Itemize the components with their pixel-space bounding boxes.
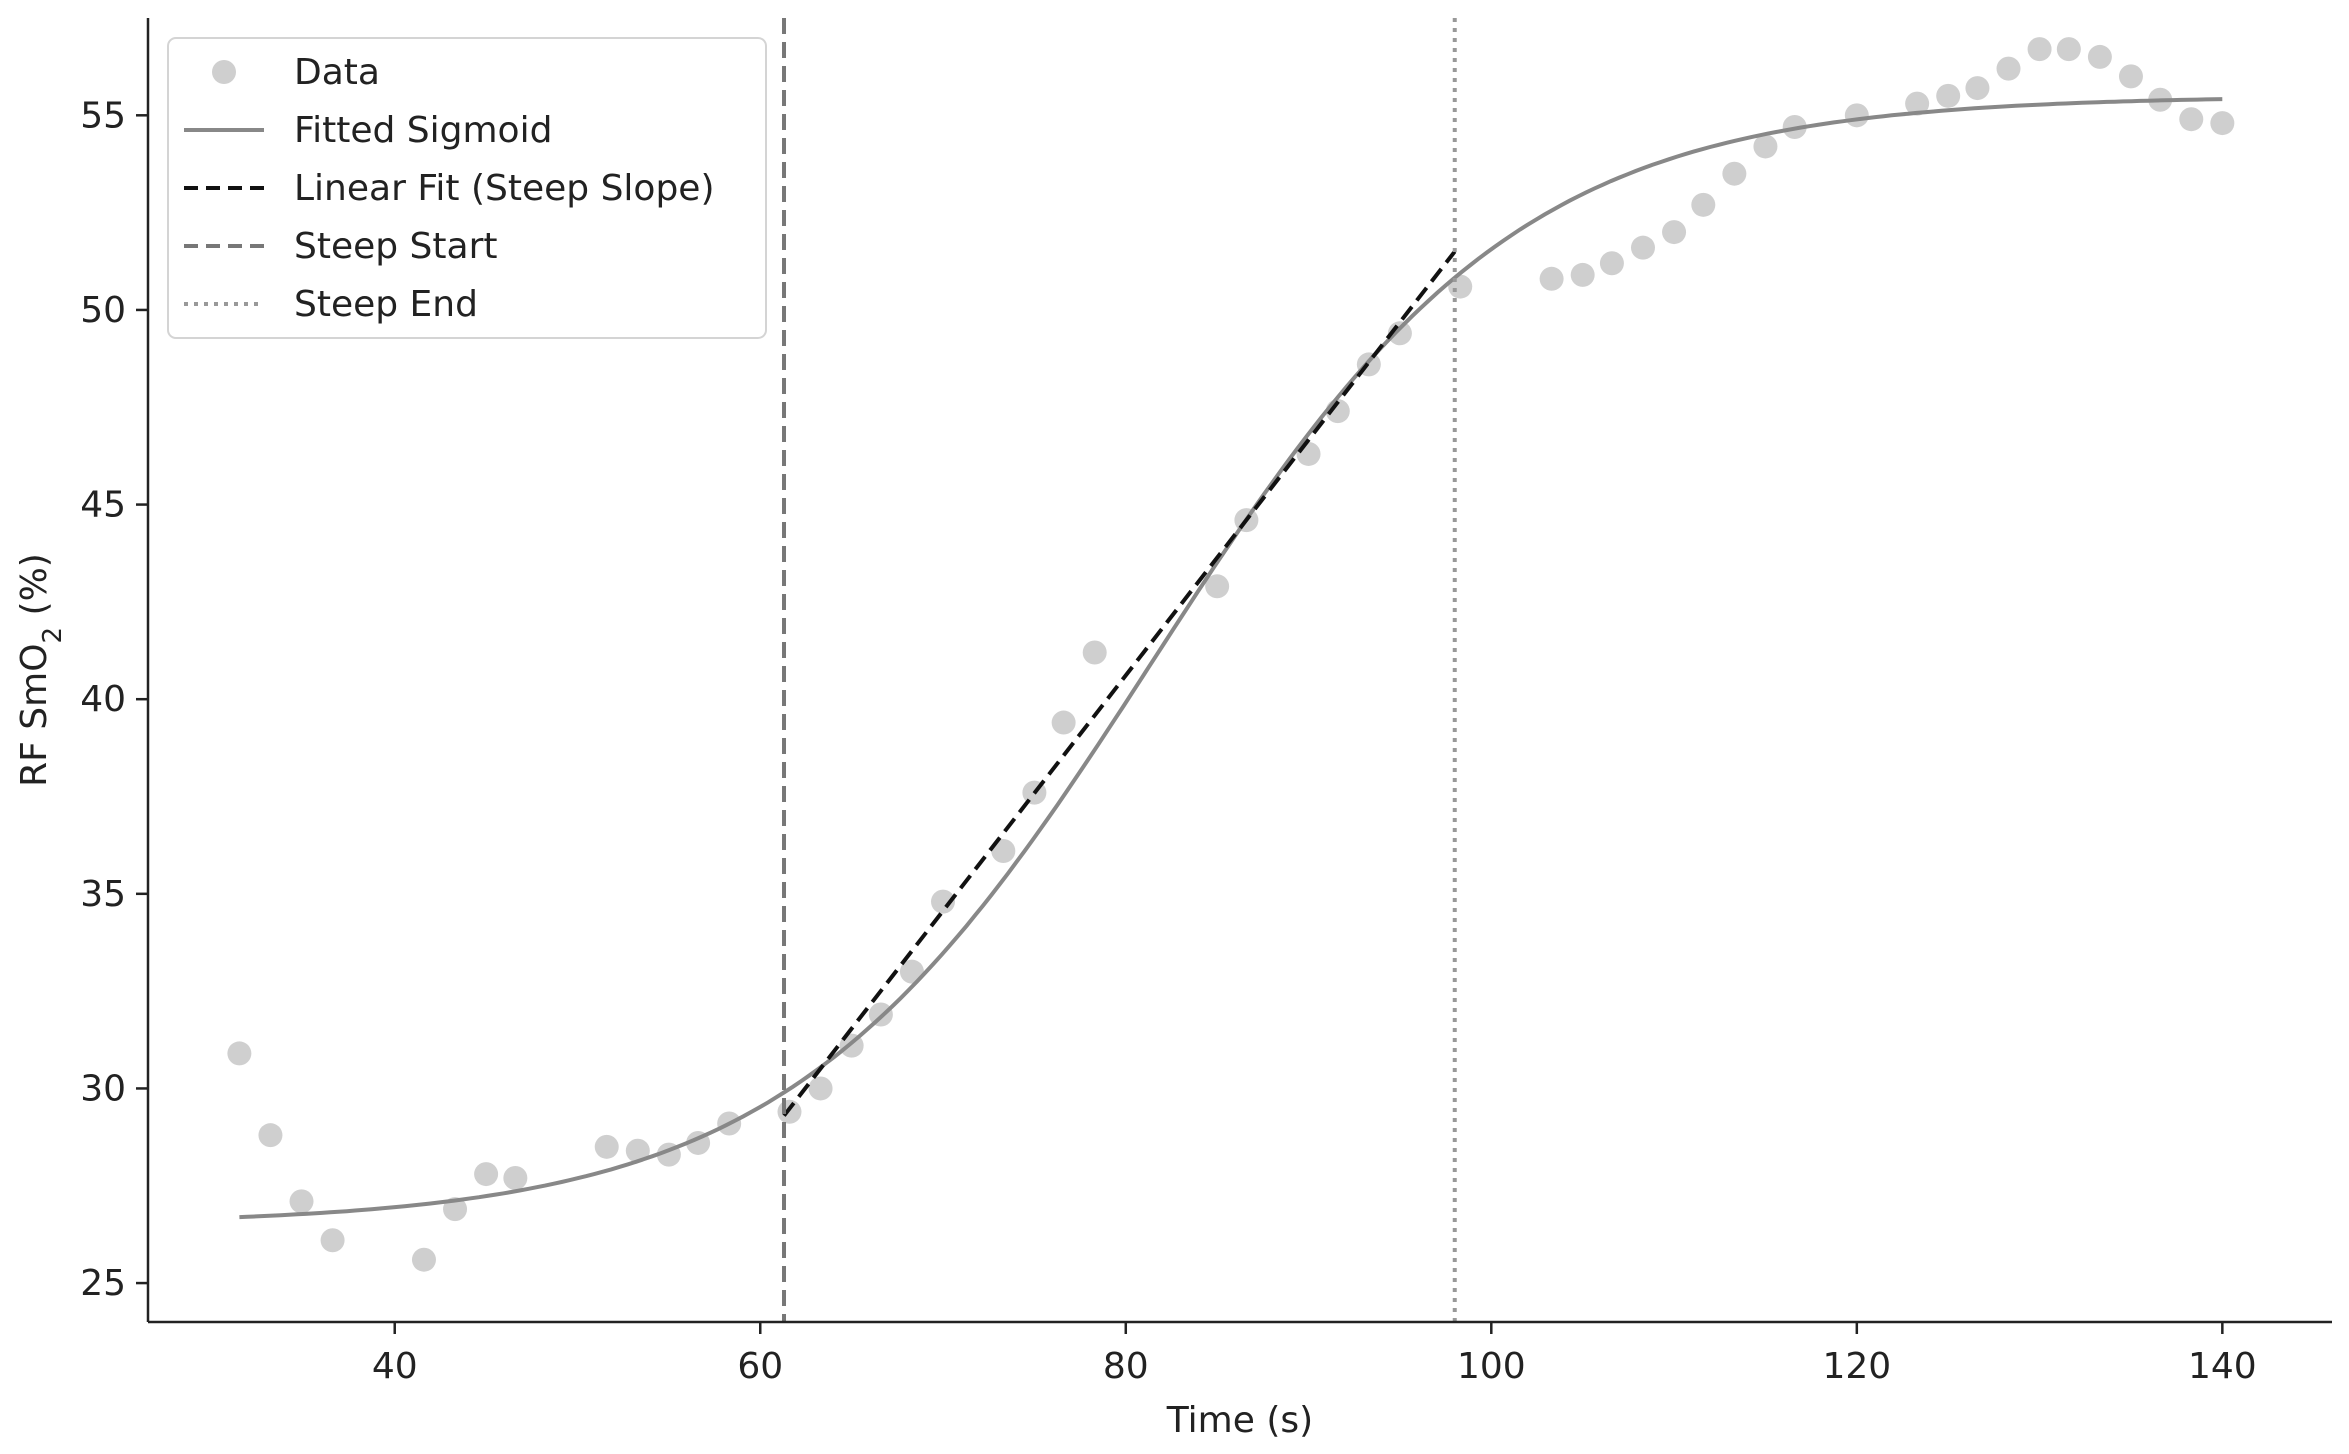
y-tick-label: 40 — [80, 679, 126, 720]
data-point — [991, 839, 1016, 864]
y-tick-label: 30 — [80, 1068, 126, 1109]
data-point — [258, 1123, 283, 1148]
data-point — [227, 1041, 252, 1066]
data-point — [808, 1076, 833, 1101]
y-tick-label: 45 — [80, 485, 126, 526]
data-point — [1722, 161, 1747, 186]
data-point — [1844, 103, 1869, 128]
data-point — [931, 889, 956, 914]
data-point — [1965, 76, 1990, 101]
x-tick-label: 140 — [2188, 1346, 2257, 1387]
data-point — [1996, 56, 2021, 81]
legend-box — [167, 37, 767, 339]
x-axis-title: Time (s) — [1166, 1400, 1313, 1441]
y-axis-title-main: RF SmO — [14, 643, 55, 786]
axes: 40 60 80 100 120 140 25 30 35 40 45 50 55 — [80, 18, 2332, 1387]
legend-data-marker — [212, 60, 236, 84]
data-point — [1051, 710, 1076, 735]
data-point — [1630, 235, 1655, 260]
x-tick-label: 100 — [1457, 1346, 1526, 1387]
data-point — [2056, 37, 2081, 62]
data-point — [474, 1162, 499, 1187]
y-axis-title-unit: (%) — [14, 553, 55, 627]
data-point — [2179, 107, 2204, 132]
data-point — [1599, 251, 1624, 276]
data-point — [2210, 111, 2235, 136]
data-point — [289, 1189, 314, 1214]
y-tick-label: 25 — [80, 1263, 126, 1304]
linear-fit-line — [782, 250, 1457, 1117]
data-point — [1936, 83, 1961, 108]
data-point — [2087, 44, 2112, 69]
data-point — [411, 1247, 436, 1272]
y-tick-label: 50 — [80, 290, 126, 331]
legend-label: Linear Fit (Steep Slope) — [294, 168, 715, 209]
legend-label: Steep Start — [294, 226, 498, 267]
x-tick-label: 60 — [737, 1346, 783, 1387]
data-point — [1691, 192, 1716, 217]
legend-label: Data — [294, 52, 380, 93]
data-point — [320, 1228, 345, 1253]
data-point — [1205, 574, 1230, 599]
legend: Data Fitted Sigmoid Linear Fit (Steep Slop… — [167, 37, 767, 339]
x-tick-label: 120 — [1822, 1346, 1891, 1387]
data-point — [1570, 262, 1595, 287]
data-point — [1082, 640, 1107, 665]
legend-label: Fitted Sigmoid — [294, 110, 552, 151]
x-tick-label: 80 — [1103, 1346, 1149, 1387]
plot-marks — [227, 18, 2235, 1322]
data-point — [2027, 37, 2052, 62]
data-point — [1753, 134, 1778, 159]
data-point — [2118, 64, 2143, 89]
x-tick-label: 40 — [372, 1346, 418, 1387]
y-axis-title-subscript: 2 — [38, 627, 68, 644]
data-point — [1662, 220, 1687, 245]
data-point — [503, 1165, 528, 1190]
y-axis-title: RF SmO2 (%) — [14, 553, 68, 787]
data-point — [625, 1138, 650, 1163]
data-point — [1539, 266, 1564, 291]
data-point — [1905, 91, 1930, 116]
y-tick-label: 35 — [80, 874, 126, 915]
data-point — [594, 1134, 619, 1159]
legend-label: Steep End — [294, 284, 478, 325]
y-tick-label: 55 — [80, 95, 126, 136]
